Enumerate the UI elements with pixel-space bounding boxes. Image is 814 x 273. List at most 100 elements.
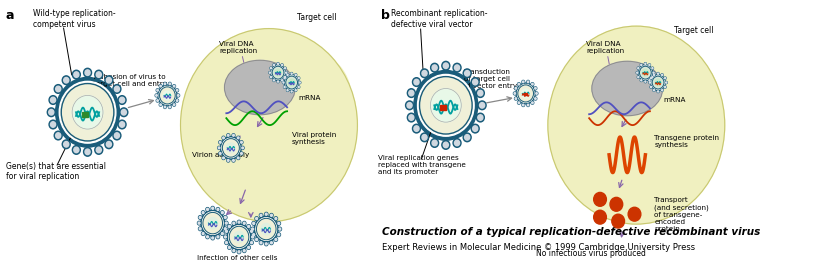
Circle shape	[155, 94, 158, 97]
Circle shape	[238, 221, 240, 223]
Circle shape	[637, 72, 638, 73]
Circle shape	[217, 146, 221, 149]
Circle shape	[527, 103, 529, 106]
Circle shape	[217, 207, 220, 211]
Circle shape	[662, 74, 663, 75]
Circle shape	[177, 94, 180, 97]
Circle shape	[243, 249, 246, 253]
Circle shape	[225, 221, 228, 225]
Circle shape	[164, 106, 166, 108]
Circle shape	[240, 141, 243, 144]
Circle shape	[637, 67, 639, 69]
Circle shape	[202, 233, 204, 235]
Circle shape	[55, 78, 120, 147]
Circle shape	[260, 241, 263, 245]
Circle shape	[203, 212, 223, 235]
Circle shape	[275, 239, 277, 241]
Circle shape	[628, 207, 641, 221]
Circle shape	[432, 65, 437, 70]
Circle shape	[232, 249, 235, 253]
Circle shape	[657, 90, 659, 93]
Circle shape	[413, 124, 421, 133]
Circle shape	[199, 228, 201, 230]
Circle shape	[414, 79, 419, 85]
Circle shape	[221, 233, 223, 235]
Circle shape	[272, 66, 284, 79]
Ellipse shape	[548, 26, 724, 224]
Circle shape	[49, 120, 57, 129]
Circle shape	[291, 91, 292, 92]
Circle shape	[610, 197, 623, 211]
Circle shape	[169, 83, 171, 85]
Circle shape	[277, 63, 279, 65]
Circle shape	[208, 218, 218, 229]
Circle shape	[463, 133, 471, 142]
Circle shape	[273, 64, 275, 66]
Circle shape	[177, 100, 178, 101]
Circle shape	[252, 234, 255, 236]
Ellipse shape	[225, 60, 295, 115]
Circle shape	[664, 77, 666, 79]
Circle shape	[419, 77, 472, 134]
Circle shape	[652, 76, 664, 89]
Circle shape	[232, 134, 235, 137]
Circle shape	[222, 136, 225, 140]
Circle shape	[288, 79, 295, 86]
Circle shape	[649, 81, 651, 84]
Circle shape	[422, 70, 427, 76]
Circle shape	[287, 74, 288, 75]
Circle shape	[252, 222, 255, 224]
Circle shape	[212, 207, 214, 209]
Circle shape	[105, 140, 113, 149]
Circle shape	[72, 96, 103, 129]
Circle shape	[518, 84, 534, 102]
Circle shape	[240, 152, 243, 155]
Circle shape	[298, 86, 300, 88]
Circle shape	[223, 157, 225, 159]
Circle shape	[156, 89, 159, 92]
Circle shape	[199, 216, 201, 218]
Circle shape	[444, 63, 449, 69]
Circle shape	[237, 136, 239, 140]
Circle shape	[284, 67, 286, 69]
Circle shape	[641, 79, 642, 81]
Circle shape	[47, 108, 55, 117]
Circle shape	[476, 89, 484, 97]
Circle shape	[238, 137, 239, 139]
Circle shape	[217, 236, 219, 238]
Circle shape	[96, 72, 101, 77]
Circle shape	[638, 65, 653, 81]
Circle shape	[432, 140, 437, 146]
Circle shape	[518, 83, 520, 85]
Circle shape	[50, 122, 55, 127]
Circle shape	[250, 230, 253, 233]
Circle shape	[662, 90, 663, 91]
Circle shape	[453, 63, 461, 72]
Ellipse shape	[260, 51, 351, 140]
Circle shape	[164, 91, 172, 100]
Circle shape	[105, 76, 113, 85]
Circle shape	[431, 139, 439, 147]
Circle shape	[199, 227, 202, 231]
Circle shape	[473, 126, 478, 131]
Circle shape	[260, 214, 262, 216]
Circle shape	[298, 78, 300, 79]
Circle shape	[274, 238, 278, 241]
Circle shape	[207, 236, 208, 238]
Circle shape	[515, 87, 517, 89]
Circle shape	[523, 81, 524, 83]
Circle shape	[612, 214, 624, 228]
Circle shape	[284, 76, 286, 78]
Circle shape	[272, 66, 284, 79]
Circle shape	[265, 212, 268, 216]
Circle shape	[535, 98, 536, 99]
Circle shape	[637, 76, 639, 78]
Circle shape	[224, 216, 227, 219]
Circle shape	[444, 142, 449, 148]
Circle shape	[225, 216, 226, 218]
Text: Viral replication genes
replaced with transgene
and its promoter: Viral replication genes replaced with tr…	[378, 155, 466, 175]
Circle shape	[62, 76, 70, 85]
Circle shape	[233, 250, 234, 252]
Text: Target cell: Target cell	[674, 26, 713, 35]
Circle shape	[252, 233, 256, 236]
